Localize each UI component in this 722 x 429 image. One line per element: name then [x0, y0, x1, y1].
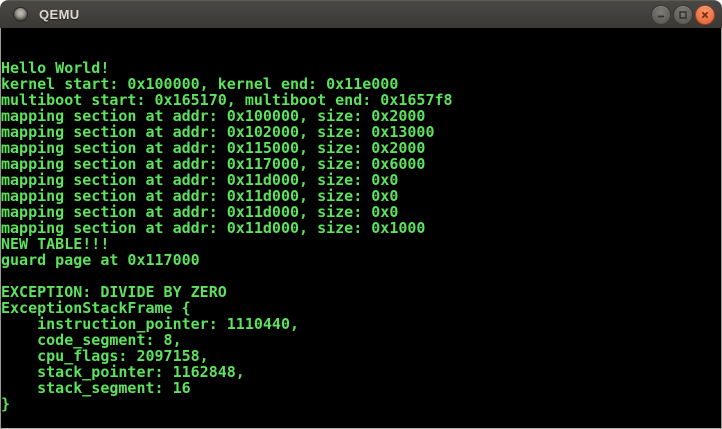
close-icon: [701, 11, 709, 18]
maximize-icon: [679, 10, 687, 19]
terminal-line: mapping section at addr: 0x11d000, size:…: [1, 219, 426, 237]
terminal-line: code_segment: 8,: [1, 331, 182, 349]
terminal-line: EXCEPTION: DIVIDE BY ZERO: [1, 283, 227, 301]
vga-display[interactable]: Hello World! kernel start: 0x100000, kern…: [0, 28, 722, 429]
terminal-line: mapping section at addr: 0x102000, size:…: [1, 123, 435, 141]
terminal-line: instruction_pointer: 1110440,: [1, 315, 300, 333]
terminal-line: NEW TABLE!!!: [1, 235, 110, 253]
terminal-line: }: [1, 395, 11, 413]
minimize-button[interactable]: [651, 4, 671, 25]
terminal-line: multiboot start: 0x165170, multiboot end…: [1, 91, 453, 109]
terminal-line: mapping section at addr: 0x11d000, size:…: [1, 171, 399, 189]
terminal-line: mapping section at addr: 0x100000, size:…: [1, 107, 426, 125]
terminal-line: stack_pointer: 1162848,: [1, 363, 245, 381]
terminal-line: kernel start: 0x100000, kernel end: 0x11…: [1, 75, 399, 93]
terminal-line: ExceptionStackFrame {: [1, 299, 191, 317]
terminal-line: mapping section at addr: 0x115000, size:…: [1, 139, 426, 157]
maximize-button[interactable]: [673, 4, 693, 25]
terminal-line: mapping section at addr: 0x11d000, size:…: [1, 203, 399, 221]
terminal-line: guard page at 0x117000: [1, 251, 200, 269]
window-title: QEMU: [39, 7, 80, 22]
qemu-app-icon: [14, 8, 27, 21]
minimize-icon: [658, 15, 664, 17]
terminal-line: Hello World!: [1, 59, 110, 77]
titlebar[interactable]: QEMU: [0, 0, 722, 28]
terminal-line: stack_segment: 16: [1, 379, 191, 397]
terminal-line: [1, 44, 721, 60]
close-button[interactable]: [695, 4, 715, 25]
terminal-line: mapping section at addr: 0x11d000, size:…: [1, 187, 399, 205]
terminal-line: mapping section at addr: 0x117000, size:…: [1, 155, 426, 173]
window-controls: [651, 4, 715, 25]
terminal-line: [1, 28, 721, 44]
terminal-line: [1, 412, 721, 428]
terminal-line: cpu_flags: 2097158,: [1, 347, 209, 365]
terminal-line: [1, 268, 721, 284]
